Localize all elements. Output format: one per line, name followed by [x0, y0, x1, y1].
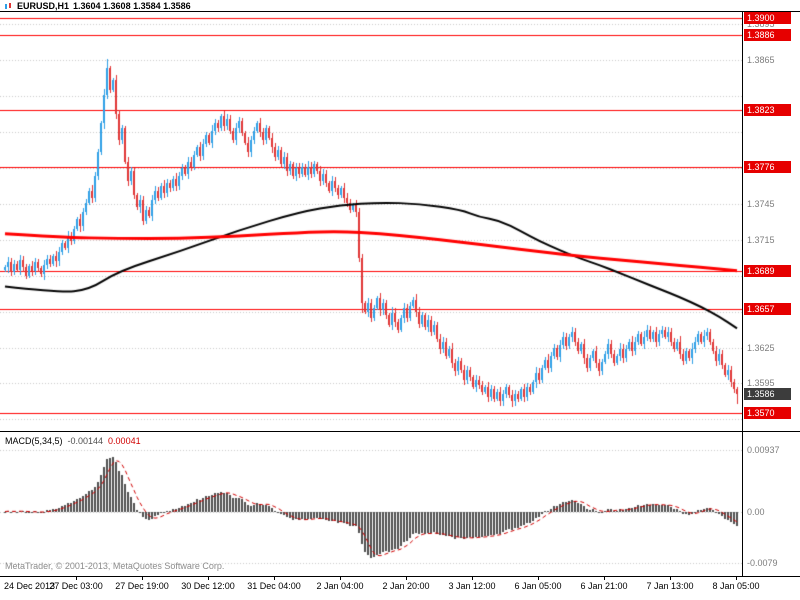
macd-tick-label: 0.00937 — [747, 444, 780, 455]
price-tick-label: 1.3625 — [747, 342, 775, 353]
time-axis-tick — [736, 577, 737, 580]
time-axis-tick — [76, 577, 77, 580]
macd-name: MACD(5,34,5) — [5, 436, 63, 446]
time-label: 2 Jan 20:00 — [382, 581, 430, 591]
time-label: 24 Dec 2013 — [4, 581, 56, 591]
time-axis-tick — [670, 577, 671, 580]
macd-tick-label: 0.00 — [747, 506, 765, 517]
time-label: 27 Dec 03:00 — [49, 581, 103, 591]
copyright-watermark: MetaTrader, © 2001-2013, MetaQuotes Soft… — [5, 561, 225, 571]
time-axis-border — [0, 576, 800, 577]
time-label: 31 Dec 04:00 — [247, 581, 301, 591]
time-label: 6 Jan 05:00 — [514, 581, 562, 591]
time-label: 6 Jan 21:00 — [580, 581, 628, 591]
time-axis-tick — [538, 577, 539, 580]
time-label: 30 Dec 12:00 — [181, 581, 235, 591]
chart-title: EURUSD,H1 1.3604 1.3608 1.3584 1.3586 — [4, 1, 191, 11]
price-tick-label: 1.3745 — [747, 198, 775, 209]
level-price-label: 1.3570 — [744, 407, 791, 420]
macd-main-value: -0.00144 — [67, 436, 104, 446]
time-axis-tick — [274, 577, 275, 580]
level-price-label: 1.3689 — [744, 264, 791, 277]
current-price-label: 1.3586 — [744, 388, 791, 401]
time-label: 7 Jan 13:00 — [646, 581, 694, 591]
symbol-period-label: EURUSD,H1 — [17, 1, 70, 11]
time-axis-tick — [406, 577, 407, 580]
time-label: 27 Dec 19:00 — [115, 581, 169, 591]
level-price-label: 1.3657 — [744, 303, 791, 316]
chart-icon — [4, 2, 13, 11]
level-price-label: 1.3900 — [744, 11, 791, 24]
time-label: 2 Jan 04:00 — [316, 581, 364, 591]
macd-tick-label: -0.0079 — [747, 558, 778, 569]
price-axis[interactable]: 1.38951.38651.37451.37151.36251.35951.39… — [743, 11, 800, 576]
level-price-label: 1.3823 — [744, 104, 791, 117]
price-tick-label: 1.3595 — [747, 378, 775, 389]
price-tick-label: 1.3715 — [747, 234, 775, 245]
price-tick-label: 1.3865 — [747, 54, 775, 65]
price-axis-border — [742, 11, 743, 576]
time-axis-tick — [340, 577, 341, 580]
level-price-label: 1.3886 — [744, 28, 791, 41]
time-axis-tick — [472, 577, 473, 580]
time-axis[interactable]: 24 Dec 2013 27 Dec 03:00 27 Dec 19:00 30 De… — [0, 577, 800, 600]
macd-signal-value: 0.00041 — [108, 436, 141, 446]
time-axis-tick — [208, 577, 209, 580]
macd-indicator-label: MACD(5,34,5) -0.00144 0.00041 — [5, 436, 141, 446]
time-axis-tick — [142, 577, 143, 580]
chart-frame-top — [0, 11, 800, 12]
ohlc-quote: 1.3604 1.3608 1.3584 1.3586 — [73, 1, 191, 11]
macd-panel-canvas[interactable] — [0, 434, 742, 574]
level-price-label: 1.3776 — [744, 160, 791, 173]
price-chart-canvas[interactable] — [0, 12, 742, 429]
time-label: 8 Jan 05:00 — [712, 581, 760, 591]
time-label: 3 Jan 12:00 — [448, 581, 496, 591]
panel-separator[interactable] — [0, 431, 800, 432]
time-axis-tick — [604, 577, 605, 580]
